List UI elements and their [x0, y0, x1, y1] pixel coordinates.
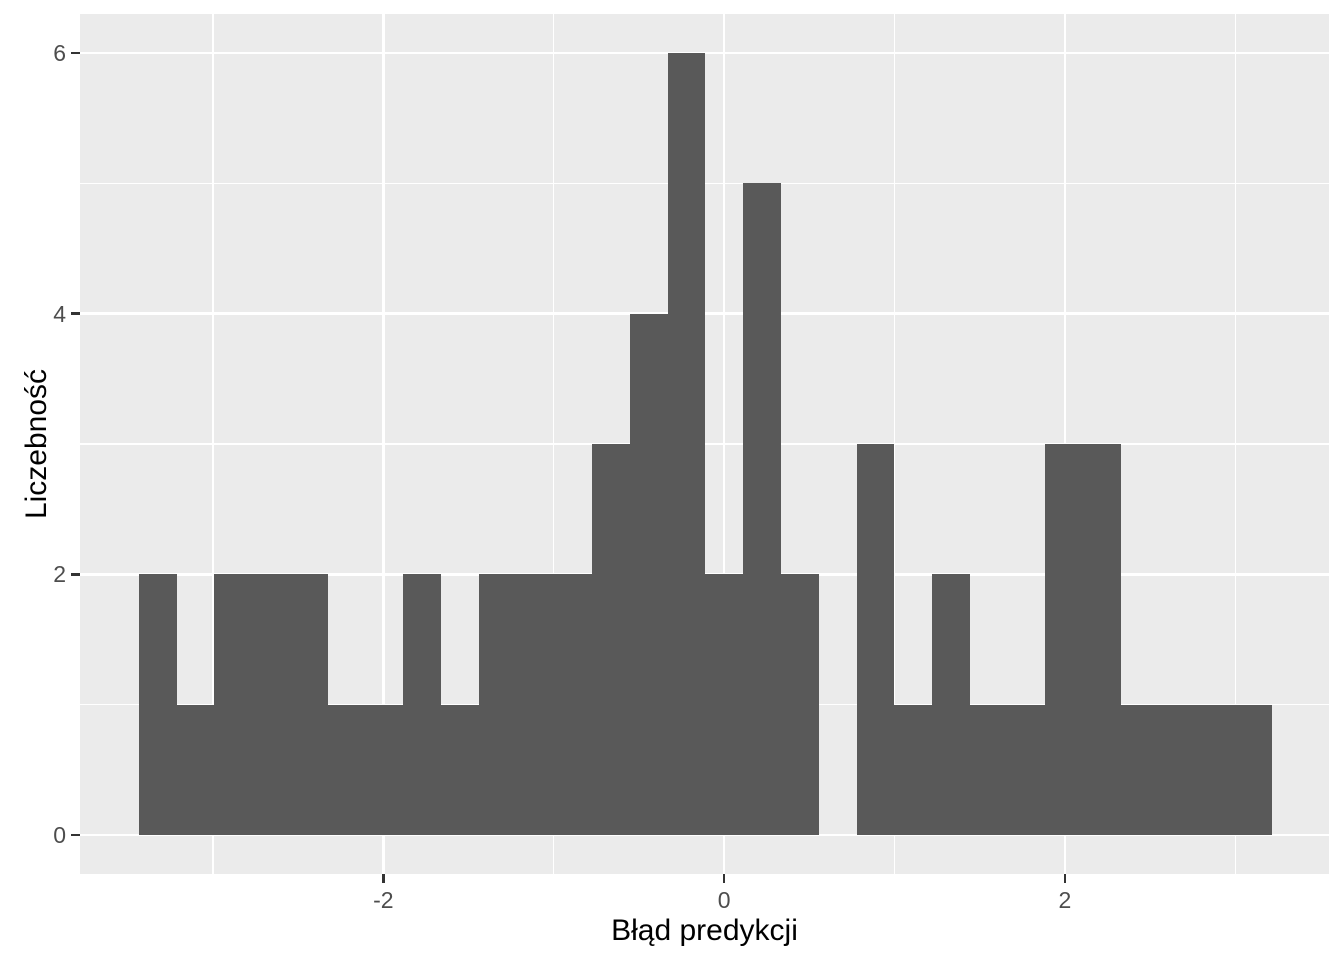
histogram-bar [554, 574, 593, 835]
histogram-bar [1083, 444, 1121, 835]
y-tick-mark [71, 51, 80, 55]
histogram-bar [894, 704, 933, 835]
histogram-bar [403, 574, 441, 835]
y-tick-label: 6 [53, 40, 66, 67]
histogram-bar [327, 704, 366, 835]
histogram-bar [705, 574, 744, 835]
x-tick-label: 2 [1058, 887, 1072, 913]
y-tick-label: 2 [53, 561, 66, 588]
grid-minor-vertical [1234, 14, 1236, 874]
histogram-bar [1234, 704, 1273, 835]
histogram-bar [289, 574, 328, 835]
histogram-bar [176, 704, 215, 835]
y-axis-title: Liczebność [20, 368, 53, 520]
histogram-bar [138, 574, 177, 835]
plot-panel [80, 14, 1329, 874]
histogram-bar [478, 574, 517, 835]
grid-major-vertical [722, 14, 726, 874]
histogram-bar [1158, 704, 1197, 835]
histogram-bar [1007, 704, 1046, 835]
histogram-bar [667, 53, 706, 835]
y-tick-mark [71, 573, 80, 576]
histogram-bar [629, 313, 668, 835]
x-tick-mark [382, 874, 385, 883]
histogram-bar [932, 574, 970, 835]
y-tick-mark [71, 312, 80, 315]
histogram-bar [1196, 704, 1235, 835]
grid-minor-vertical [893, 14, 896, 874]
histogram-bar [252, 574, 290, 835]
y-tick-mark [71, 833, 80, 837]
x-tick-mark [722, 874, 726, 883]
histogram-bar [856, 444, 895, 835]
histogram-bar [441, 704, 479, 835]
grid-minor-vertical [553, 14, 555, 874]
grid-major-vertical [381, 14, 385, 874]
histogram-bar [1120, 704, 1159, 835]
y-tick-label: 0 [53, 821, 66, 848]
grid-minor-vertical [212, 14, 214, 874]
histogram-bar [780, 574, 819, 835]
x-axis-title: Błąd predykcji [611, 914, 798, 947]
histogram-bar [969, 704, 1008, 835]
histogram-bar [214, 574, 253, 835]
y-tick-label: 4 [53, 300, 66, 327]
histogram-bar [1045, 444, 1084, 835]
histogram-bar [516, 574, 555, 835]
histogram-bar [743, 183, 781, 835]
x-tick-label: 0 [717, 887, 731, 913]
histogram-bar [592, 444, 630, 835]
histogram-bar [365, 704, 404, 835]
grid-major-horizontal [80, 833, 1329, 837]
x-tick-label: -2 [373, 887, 394, 913]
x-tick-mark [1063, 874, 1067, 883]
